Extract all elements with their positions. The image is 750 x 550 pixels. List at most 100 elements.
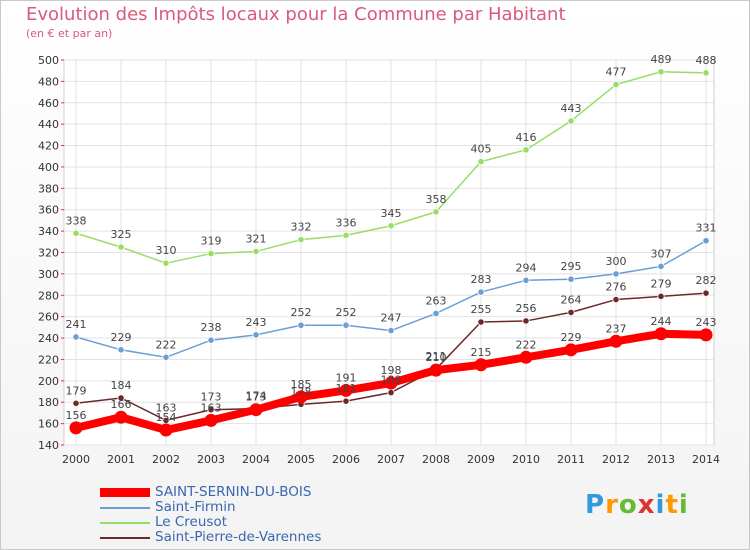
series-1-point	[387, 326, 395, 335]
data-label: 181	[336, 382, 357, 395]
data-label: 211	[426, 350, 447, 363]
series-2-point	[297, 236, 305, 244]
y-tick-label: 300	[38, 268, 59, 281]
data-label: 488	[696, 54, 717, 67]
series-1-point	[162, 353, 170, 361]
x-tick-label: 2010	[512, 453, 540, 466]
y-tick-label: 360	[38, 204, 59, 217]
data-label: 179	[66, 384, 87, 397]
data-label: 332	[291, 221, 312, 234]
data-label: 156	[66, 409, 87, 422]
y-tick-label: 340	[38, 225, 59, 238]
legend-item: Saint-Pierre-de-Varennes	[100, 530, 360, 545]
legend-swatch	[100, 488, 150, 497]
legend-item: SAINT-SERNIN-DU-BOIS	[100, 485, 360, 500]
series-2-point	[162, 259, 170, 267]
series-1-point	[612, 270, 620, 278]
data-label: 276	[606, 281, 627, 294]
series-3-point	[567, 308, 575, 316]
data-label: 255	[471, 303, 492, 316]
series-1-point	[657, 262, 665, 271]
series-2-point	[342, 231, 350, 239]
legend-label: Saint-Firmin	[155, 499, 236, 515]
logo-letter: o	[618, 490, 638, 520]
series-3-point	[72, 399, 80, 407]
data-label: 243	[246, 316, 267, 329]
data-label: 489	[651, 53, 672, 66]
data-label: 345	[381, 207, 402, 220]
series-0-point	[519, 350, 533, 364]
data-label: 191	[336, 371, 357, 384]
data-label: 229	[111, 331, 132, 344]
axis-layer: 140 160 180 200 220 240 260 280 300 320 340 360 380 4…	[38, 54, 720, 466]
series-0-point	[609, 334, 623, 348]
data-label: 198	[381, 364, 402, 377]
series-2-point	[702, 69, 710, 77]
logo-letter: t	[665, 490, 679, 520]
y-tick-label: 140	[38, 439, 59, 452]
series-1-point	[522, 276, 530, 284]
series-2-point	[567, 117, 575, 125]
series-1-point	[432, 309, 440, 318]
data-label: 282	[696, 274, 717, 287]
series-1-point	[207, 336, 215, 344]
data-label: 238	[201, 321, 222, 334]
series-3-point	[702, 289, 710, 297]
y-tick-label: 180	[38, 396, 59, 409]
series-1-point	[477, 288, 485, 296]
series-0-point	[699, 328, 713, 342]
legend-swatch	[100, 522, 150, 524]
series-2-point	[612, 80, 620, 89]
series-0-point	[249, 403, 263, 417]
series-0-point	[159, 423, 173, 437]
data-label: 178	[291, 385, 312, 398]
series-1-point	[252, 331, 260, 339]
x-tick-label: 2013	[647, 453, 675, 466]
x-tick-label: 2012	[602, 453, 630, 466]
series-2-point	[657, 68, 665, 76]
series-2-point	[72, 229, 80, 237]
series-0-point	[654, 327, 668, 341]
data-label: 358	[426, 193, 447, 206]
y-tick-label: 400	[38, 161, 59, 174]
series-0-point	[294, 390, 308, 404]
label-layer: 338 325 310 319 321 332 336 345 358 405 416 443 477 4…	[66, 53, 717, 424]
y-tick-label: 320	[38, 247, 59, 260]
data-label: 215	[471, 346, 492, 359]
series-1-point	[342, 321, 350, 329]
data-label: 222	[516, 338, 537, 351]
legend: SAINT-SERNIN-DU-BOIS Saint-Firmin Le Creus…	[100, 485, 360, 545]
x-tick-label: 2003	[197, 453, 225, 466]
logo-letter: r	[605, 490, 619, 520]
data-label: 244	[651, 315, 672, 328]
x-tick-label: 2000	[62, 453, 90, 466]
series-3-point	[657, 292, 665, 300]
x-tick-label: 2009	[467, 453, 495, 466]
y-tick-label: 240	[38, 332, 59, 345]
data-label: 336	[336, 216, 357, 229]
data-label: 477	[606, 66, 627, 79]
legend-label: Saint-Pierre-de-Varennes	[155, 529, 322, 545]
data-label: 210	[426, 351, 447, 364]
data-label: 300	[606, 255, 627, 268]
data-label: 247	[381, 312, 402, 325]
series-0-point	[384, 376, 398, 390]
legend-item: Saint-Firmin	[100, 500, 360, 515]
data-label: 243	[696, 316, 717, 329]
data-label: 237	[606, 322, 627, 335]
data-label: 279	[651, 277, 672, 290]
data-label: 295	[561, 260, 582, 273]
x-tick-label: 2014	[692, 453, 720, 466]
y-tick-label: 440	[38, 118, 59, 131]
series-0-point	[474, 358, 488, 372]
y-tick-label: 380	[38, 182, 59, 195]
y-tick-label: 480	[38, 75, 59, 88]
data-label: 174	[246, 390, 267, 403]
y-tick-label: 460	[38, 97, 59, 110]
series-2-point	[522, 146, 530, 154]
series-0-point	[114, 410, 128, 424]
data-label: 252	[291, 306, 312, 319]
data-label: 166	[111, 398, 132, 411]
series-1-point	[117, 346, 125, 354]
series-layer	[69, 68, 713, 437]
